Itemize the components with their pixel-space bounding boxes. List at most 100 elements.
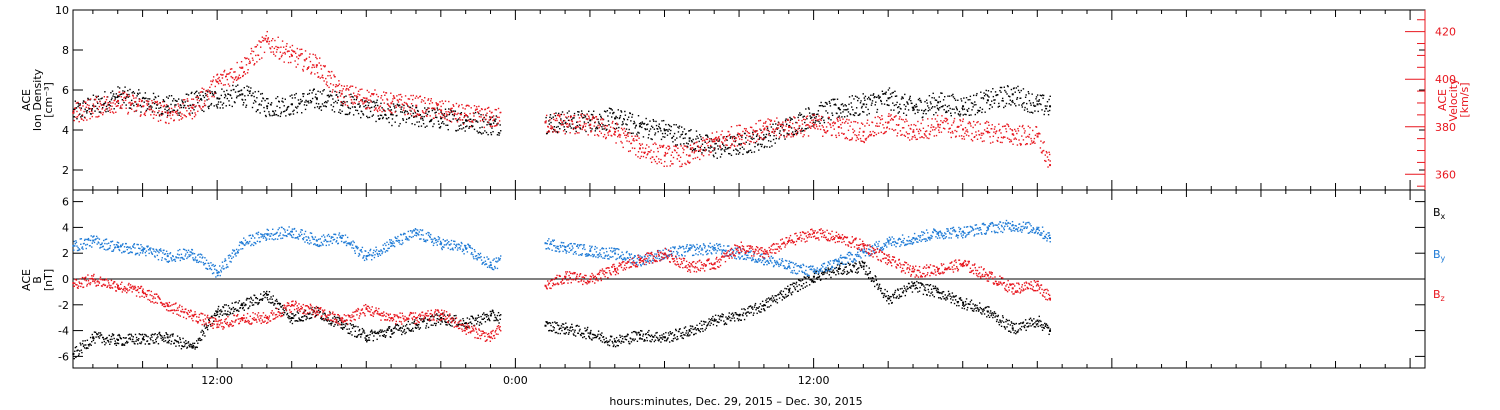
- data-point: [1030, 104, 1032, 106]
- data-point: [875, 96, 878, 99]
- data-point: [919, 99, 922, 102]
- data-point: [902, 127, 905, 129]
- data-point: [559, 332, 562, 335]
- data-point: [246, 72, 249, 74]
- data-point: [591, 333, 594, 336]
- data-point: [729, 146, 732, 149]
- data-point: [865, 137, 868, 140]
- data-point: [462, 123, 465, 125]
- data-point: [695, 130, 698, 132]
- data-point: [1016, 132, 1018, 135]
- data-point: [912, 130, 915, 133]
- data-point: [649, 340, 651, 342]
- data-point: [494, 316, 496, 319]
- data-point: [653, 340, 656, 343]
- data-point: [210, 83, 213, 86]
- data-point: [589, 123, 592, 126]
- data-point: [452, 118, 454, 120]
- data-point: [379, 335, 381, 337]
- data-point: [315, 314, 318, 317]
- data-point: [941, 105, 944, 108]
- data-point: [834, 122, 837, 124]
- data-point: [558, 115, 560, 117]
- data-point: [667, 130, 669, 132]
- data-point: [228, 307, 231, 309]
- data-point: [148, 106, 150, 108]
- data-point: [756, 134, 758, 136]
- data-point: [307, 100, 309, 102]
- data-point: [308, 56, 311, 58]
- data-point: [101, 97, 103, 99]
- data-point: [622, 146, 624, 149]
- data-point: [1000, 132, 1002, 134]
- data-point: [632, 139, 634, 141]
- data-point: [714, 152, 717, 154]
- data-point: [595, 115, 598, 118]
- data-point: [161, 335, 163, 337]
- data-point: [938, 131, 940, 134]
- data-point: [794, 128, 797, 131]
- data-point: [594, 336, 596, 339]
- data-point: [154, 333, 156, 335]
- data-point: [351, 95, 353, 98]
- data-point: [362, 329, 365, 331]
- data-point: [281, 54, 283, 57]
- data-point: [217, 308, 219, 310]
- data-point: [334, 86, 337, 88]
- data-point: [669, 165, 671, 167]
- data-point: [895, 95, 898, 97]
- data-point: [249, 92, 251, 94]
- data-point: [306, 101, 308, 103]
- data-point: [117, 334, 119, 337]
- data-point: [81, 351, 83, 354]
- data-point: [345, 89, 347, 91]
- data-point: [849, 113, 852, 116]
- data-point: [306, 68, 308, 71]
- data-point: [192, 344, 195, 347]
- data-point: [684, 137, 686, 139]
- data-point: [105, 110, 107, 113]
- data-point: [643, 122, 646, 125]
- data-point: [85, 106, 87, 108]
- data-point: [778, 132, 781, 134]
- data-point: [378, 332, 380, 334]
- data-point: [562, 124, 564, 126]
- data-point: [367, 116, 369, 119]
- data-point: [227, 73, 229, 75]
- data-point: [73, 116, 75, 118]
- data-point: [112, 102, 114, 104]
- data-point: [250, 52, 252, 55]
- data-point: [829, 124, 832, 126]
- data-point: [639, 144, 642, 147]
- data-point: [557, 114, 559, 116]
- data-point: [386, 99, 389, 101]
- data-point: [345, 95, 347, 97]
- data-point: [390, 109, 393, 111]
- data-point: [789, 116, 791, 119]
- data-point: [649, 120, 651, 122]
- data-point: [1039, 103, 1041, 105]
- data-point: [408, 117, 410, 120]
- data-point: [817, 119, 820, 121]
- data-point: [86, 104, 89, 106]
- data-point: [880, 118, 882, 121]
- data-point: [709, 151, 711, 154]
- data-point: [884, 121, 887, 124]
- data-point: [457, 129, 459, 131]
- data-point: [282, 110, 285, 113]
- data-point: [259, 93, 262, 95]
- data-point: [712, 140, 714, 143]
- data-point: [992, 135, 995, 138]
- data-point: [206, 91, 209, 93]
- data-point: [901, 96, 904, 99]
- data-point: [701, 327, 704, 330]
- data-point: [883, 132, 886, 134]
- data-point: [193, 346, 195, 348]
- data-point: [372, 93, 374, 95]
- data-point: [602, 123, 604, 126]
- data-point: [665, 123, 667, 126]
- data-point: [250, 87, 252, 89]
- data-point: [632, 132, 634, 134]
- data-point: [117, 99, 120, 102]
- data-point: [743, 148, 745, 150]
